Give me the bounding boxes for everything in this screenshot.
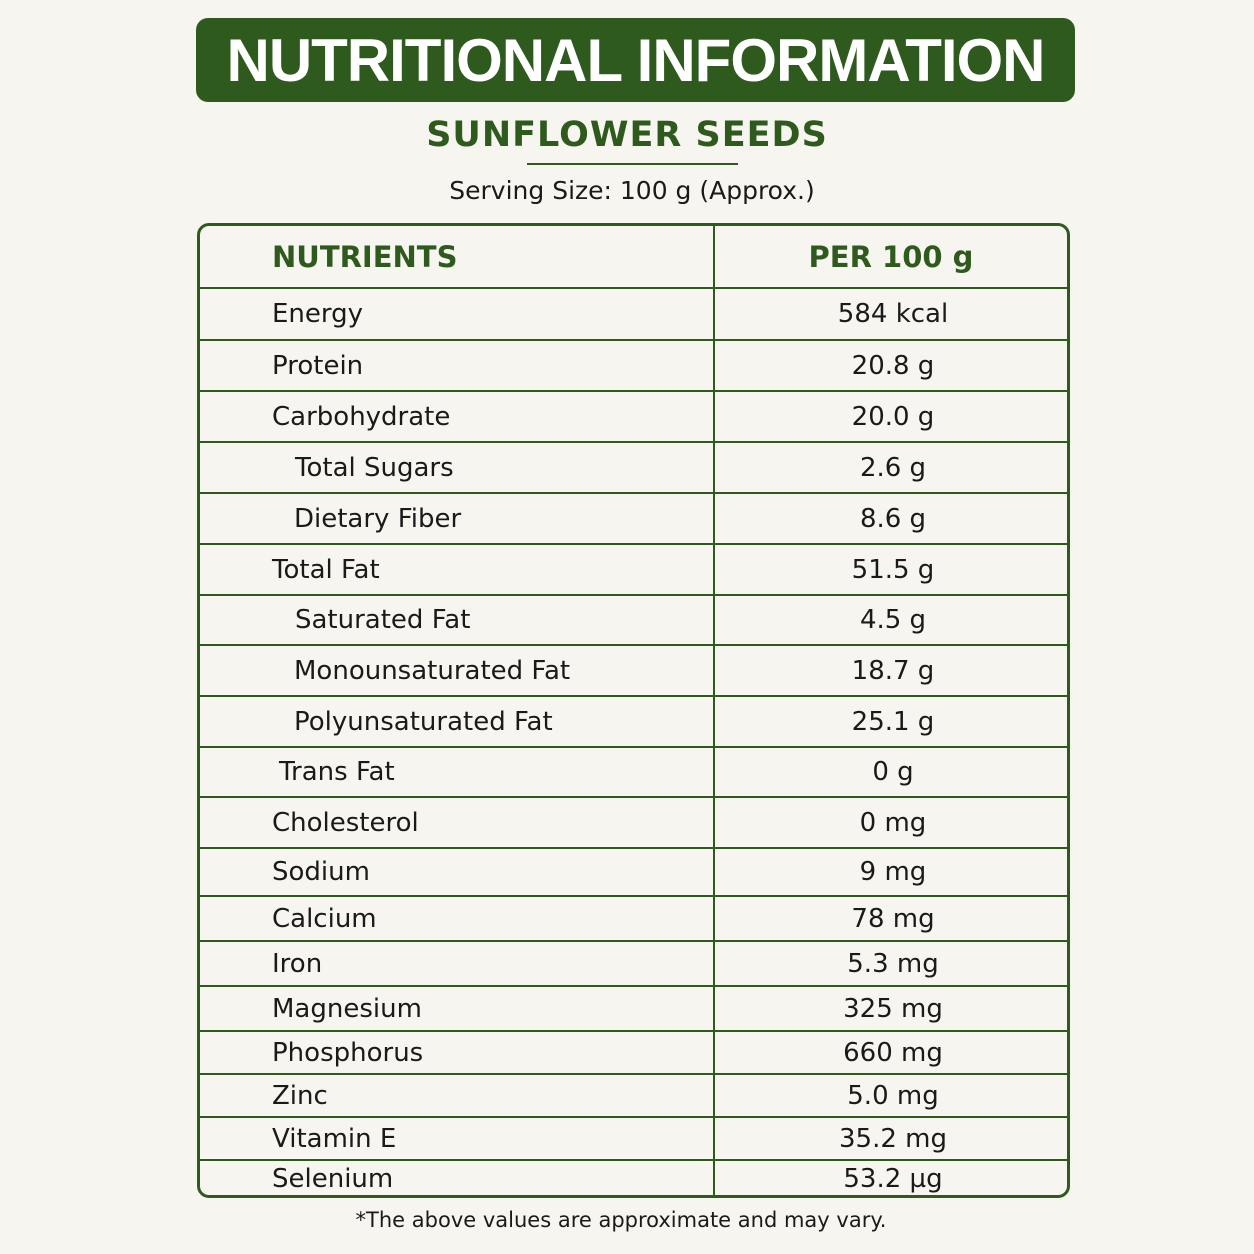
row-line: [200, 492, 1067, 494]
footnote: *The above values are approximate and ma…: [355, 1208, 887, 1232]
subtitle: SUNFLOWER SEEDS: [426, 115, 828, 155]
nutrient-value: 9 mg: [859, 857, 927, 887]
serving-size: Serving Size: 100 g (Approx.): [449, 176, 815, 205]
nutrient-name: Saturated Fat: [295, 605, 471, 635]
row-line: [200, 796, 1067, 798]
row-line: [200, 746, 1067, 748]
row-line: [200, 1116, 1067, 1118]
nutrient-value: 35.2 mg: [839, 1123, 947, 1154]
row-line: [200, 287, 1067, 289]
row-line: [200, 940, 1067, 942]
nutrient-value: 4.5 g: [859, 605, 927, 635]
nutrient-value: 0 g: [872, 757, 914, 787]
row-line: [200, 390, 1067, 392]
title: NUTRITIONAL INFORMATION: [226, 26, 1045, 94]
nutrient-value: 660 mg: [843, 1037, 943, 1068]
nutrient-value: 2.6 g: [859, 452, 927, 483]
nutrient-name: Iron: [272, 948, 323, 979]
row-line: [200, 1159, 1067, 1161]
nutrient-value: 18.7 g: [851, 655, 935, 686]
row-line: [200, 847, 1067, 849]
nutrition-table: NUTRIENTS PER 100 g Energy 584 kcal Protein 2…: [197, 223, 1070, 1198]
nutrient-value: 8.6 g: [859, 503, 927, 534]
nutrient-name: Protein: [272, 350, 364, 381]
nutrient-name: Selenium: [272, 1164, 394, 1194]
nutrient-name: Cholesterol: [272, 807, 419, 838]
nutrient-name: Total Fat: [272, 554, 380, 585]
row-line: [200, 441, 1067, 443]
nutrient-name: Calcium: [272, 903, 377, 934]
nutrient-name: Energy: [272, 299, 364, 329]
nutrient-name: Zinc: [272, 1080, 328, 1111]
header-cell: NUTRIENTS: [272, 240, 458, 274]
nutrient-name: Dietary Fiber: [294, 503, 462, 534]
nutrient-name: Total Sugars: [295, 452, 454, 483]
nutrient-name: Sodium: [272, 857, 370, 887]
nutrient-name: Vitamin E: [272, 1123, 397, 1154]
nutrient-value: 20.0 g: [851, 401, 935, 432]
nutrient-name: Trans Fat: [279, 757, 395, 787]
nutrient-value: 53.2 µg: [843, 1164, 943, 1194]
nutrient-value: 0 mg: [859, 807, 927, 838]
nutrient-name: Magnesium: [272, 993, 422, 1024]
nutrient-value: 5.3 mg: [847, 948, 939, 979]
row-line: [200, 543, 1067, 545]
nutrient-name: Carbohydrate: [272, 401, 451, 432]
row-line: [200, 985, 1067, 987]
row-line: [200, 644, 1067, 646]
nutrient-value: 25.1 g: [851, 706, 935, 737]
nutrient-value: 78 mg: [851, 903, 935, 934]
column-divider: [713, 226, 715, 1195]
row-line: [200, 594, 1067, 596]
title-banner: NUTRITIONAL INFORMATION: [196, 18, 1075, 102]
nutrient-value: 325 mg: [843, 993, 943, 1024]
underline: [527, 163, 738, 165]
nutrient-name: Polyunsaturated Fat: [294, 706, 553, 737]
row-line: [200, 1030, 1067, 1032]
nutrient-value: 584 kcal: [837, 299, 949, 329]
header-cell: PER 100 g: [808, 240, 974, 274]
nutrient-name: Phosphorus: [272, 1037, 424, 1068]
row-line: [200, 895, 1067, 897]
nutrient-value: 51.5 g: [851, 554, 935, 585]
row-line: [200, 695, 1067, 697]
nutrient-name: Monounsaturated Fat: [294, 655, 571, 686]
row-line: [200, 1073, 1067, 1075]
nutrient-value: 20.8 g: [851, 350, 935, 381]
row-line: [200, 339, 1067, 341]
nutrient-value: 5.0 mg: [847, 1080, 939, 1111]
